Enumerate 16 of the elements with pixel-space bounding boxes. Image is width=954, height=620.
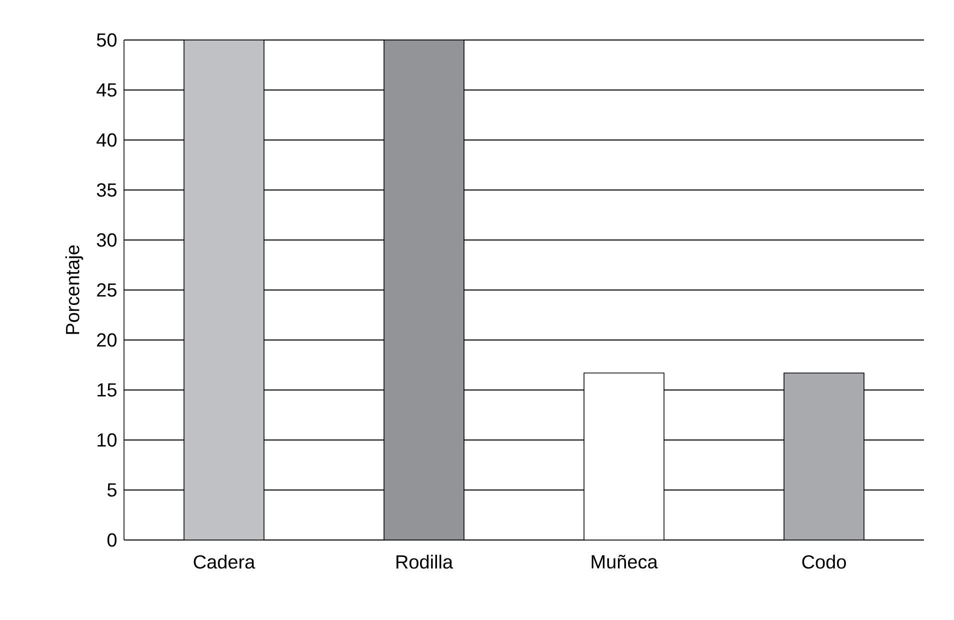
y-tick-label: 45	[96, 83, 116, 97]
x-tick-label: Muñeca	[592, 554, 658, 569]
y-tick-label: 20	[97, 333, 117, 347]
y-tick-label: 15	[98, 383, 116, 397]
y-tick-label: 0	[107, 533, 117, 547]
y-axis-title: Porcentaje	[65, 245, 84, 334]
y-tick-label: 25	[97, 283, 116, 297]
y-tick-label: 30	[96, 233, 117, 247]
x-tick-label: Codo	[802, 554, 846, 569]
x-tick-label: Rodilla	[396, 554, 454, 569]
y-tick-label: 50	[96, 33, 117, 47]
y-tick-label: 40	[96, 133, 117, 147]
x-tick-label: Cadera	[194, 554, 256, 569]
y-tick-label: 10	[98, 433, 117, 447]
y-tick-label: 5	[107, 483, 116, 497]
y-tick-label: 35	[96, 183, 116, 197]
